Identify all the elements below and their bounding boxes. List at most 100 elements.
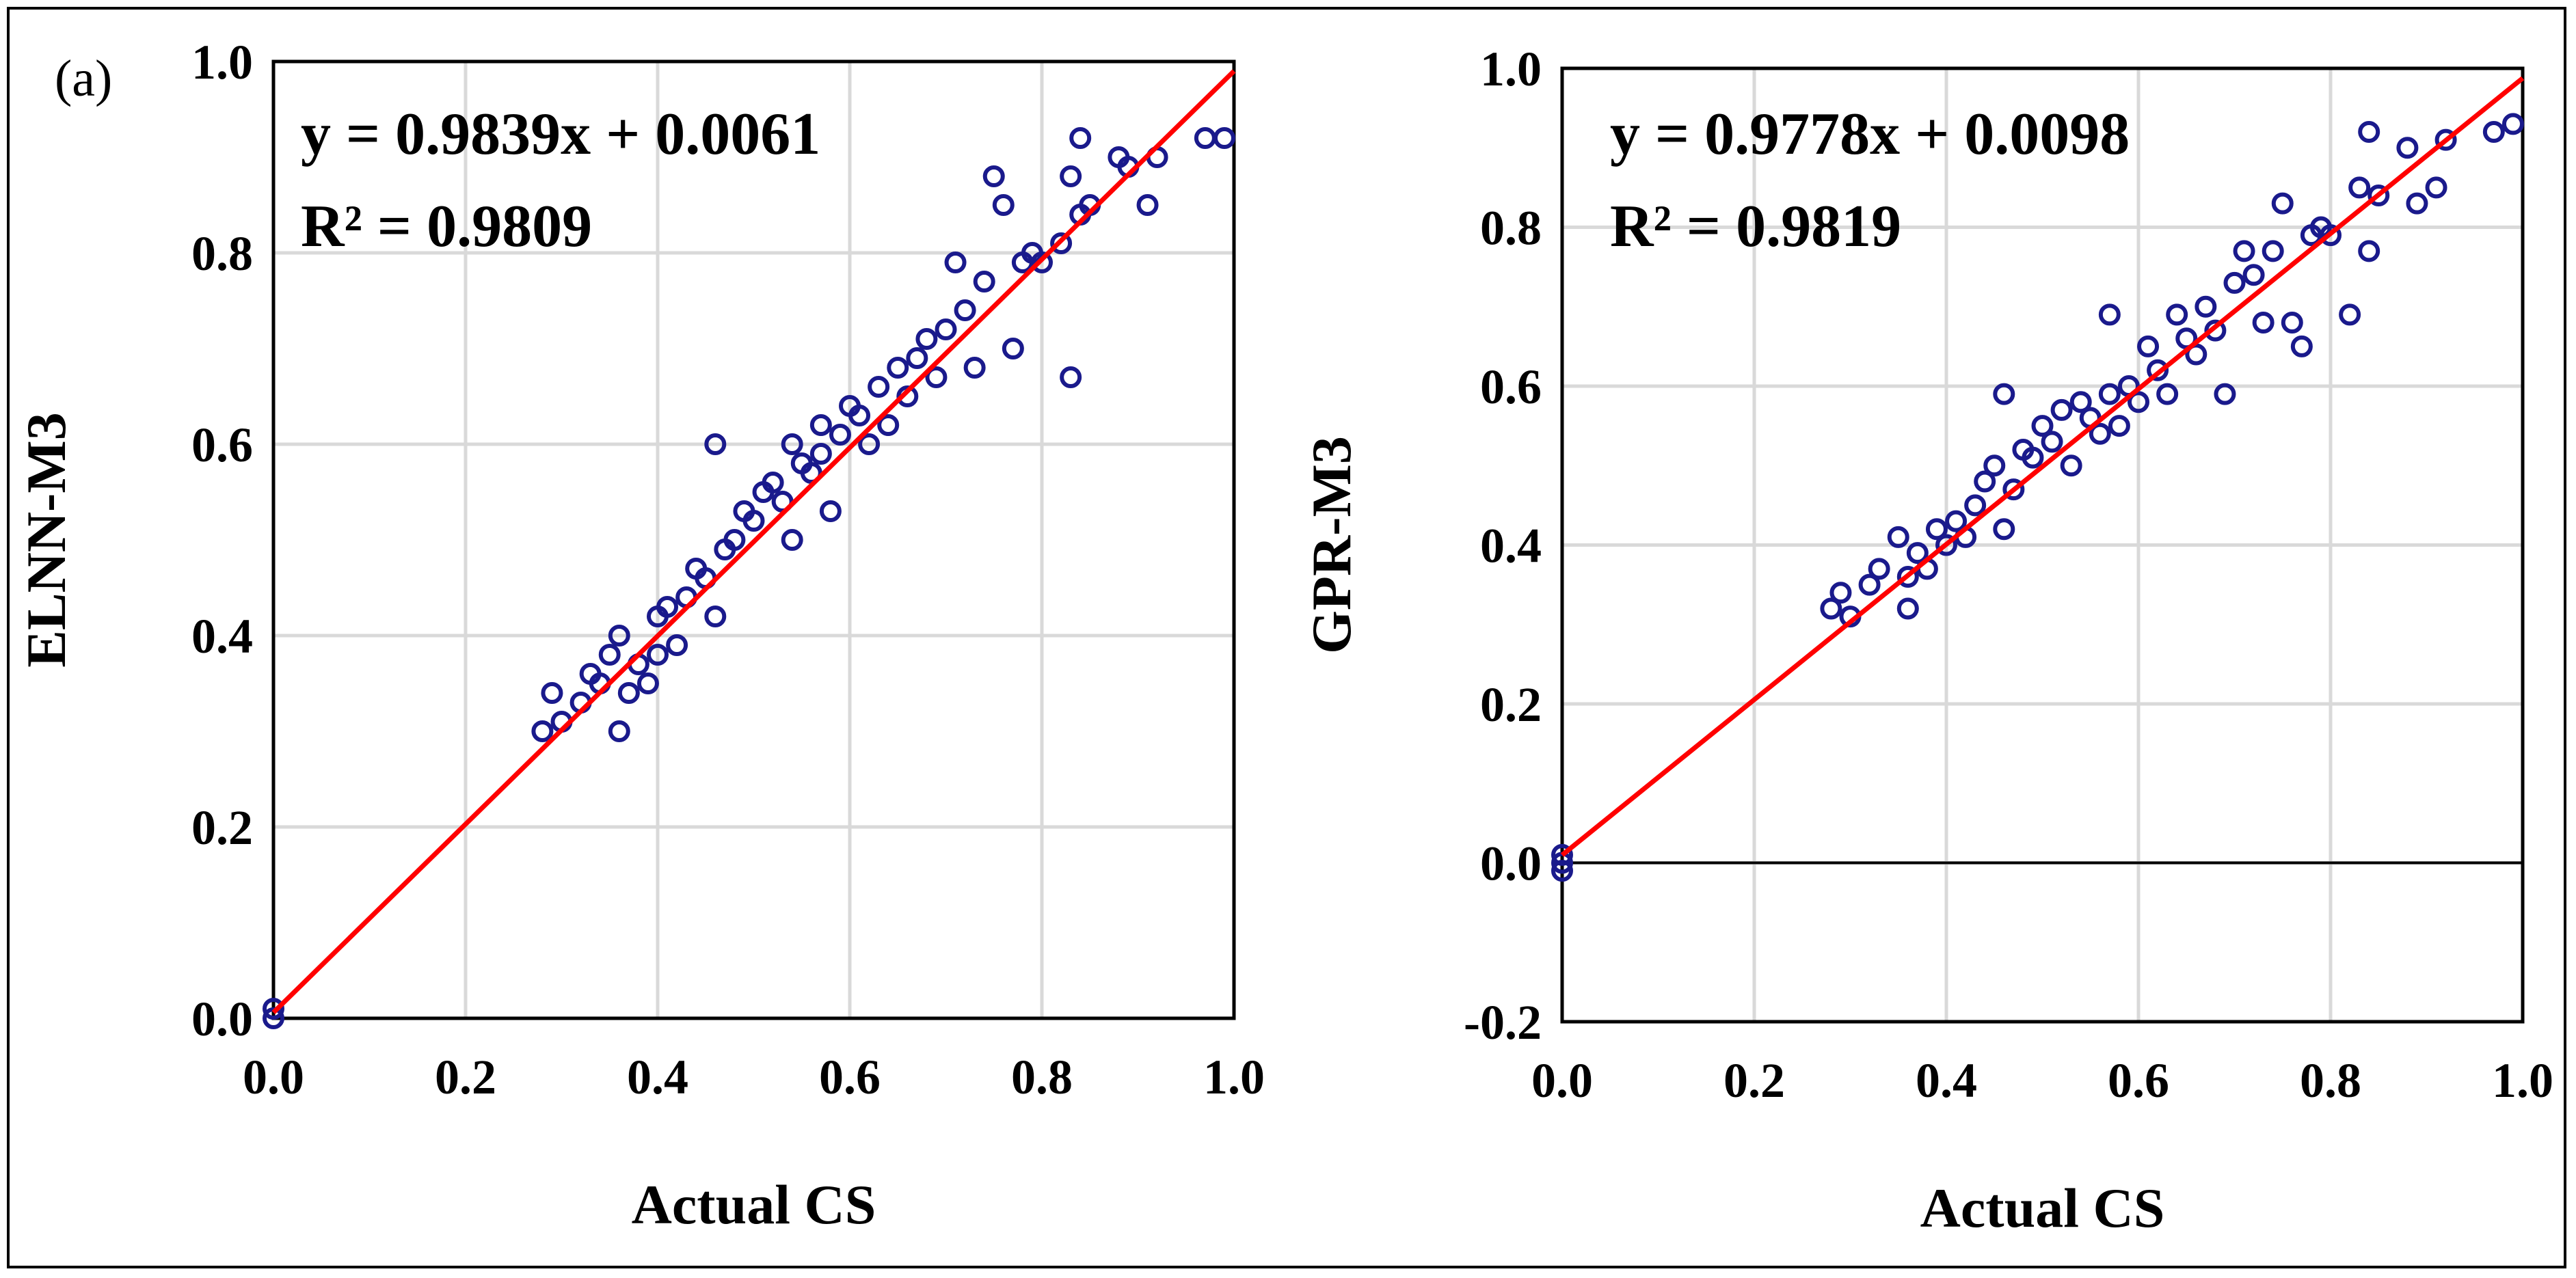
data-point [2204, 319, 2227, 342]
data-point [1896, 566, 1919, 588]
y-tick-label: 1.0 [191, 35, 253, 90]
y-axis-title: GPR-M3 [1300, 436, 1363, 654]
data-point [2348, 176, 2371, 199]
x-tick-label: 1.0 [1203, 1050, 1265, 1104]
data-point [2022, 446, 2044, 469]
data-point [1906, 542, 1929, 565]
data-point [2281, 312, 2303, 334]
data-point [925, 366, 948, 388]
data-point [2262, 240, 2284, 262]
y-tick-label: 0.0 [1480, 837, 1542, 891]
data-point [2185, 343, 2208, 366]
data-point [656, 596, 679, 618]
data-point [2195, 295, 2217, 318]
data-point [1050, 232, 1073, 254]
data-point [2339, 303, 2361, 326]
data-point [868, 376, 890, 398]
data-point [1896, 597, 1919, 620]
chart-gpr-m3: 0.0 0.2 0.4 0.6 0.8 1.0-0.20.00.20.40.60.81.0… [1300, 42, 2553, 1239]
x-tick-label: 0.2 [1723, 1053, 1785, 1108]
x-tick-label: 0.8 [1011, 1050, 1073, 1104]
data-point [1194, 127, 1216, 149]
data-point [1887, 526, 1909, 548]
data-point [819, 500, 842, 522]
data-point [973, 271, 995, 293]
data-point [742, 510, 765, 532]
x-tick-label: 0.8 [2300, 1053, 2361, 1108]
data-point [1974, 470, 1996, 493]
data-point [1551, 843, 1573, 866]
data-point [2069, 391, 2092, 413]
data-point [2396, 137, 2419, 159]
x-axis-title: Actual CS [1920, 1177, 2165, 1239]
data-point [906, 347, 928, 369]
data-point [2147, 359, 2169, 381]
y-tick-label: 0.0 [191, 992, 253, 1046]
data-point [2098, 383, 2121, 405]
data-point [2166, 303, 2188, 326]
data-point [809, 443, 832, 465]
data-point [531, 720, 554, 742]
data-point [2156, 383, 2179, 405]
data-point [2233, 240, 2255, 262]
data-point [1993, 518, 2015, 541]
y-tick-label: 0.6 [1480, 359, 1542, 414]
data-point [1002, 338, 1024, 359]
data-point [944, 251, 967, 273]
data-point [963, 357, 986, 379]
data-point [1935, 534, 1957, 556]
x-tick-label: 0.4 [1916, 1053, 1977, 1108]
x-tick-label: 1.0 [2492, 1053, 2553, 1108]
y-tick-label: 0.2 [1480, 677, 1542, 732]
data-point [858, 433, 881, 455]
data-point [2031, 415, 2054, 437]
x-tick-label: 0.0 [1531, 1053, 1593, 1108]
data-point [887, 357, 909, 379]
r-squared-label: R² = 0.9819 [1610, 193, 1901, 260]
data-point [2214, 383, 2236, 405]
x-tick-label: 0.2 [435, 1050, 496, 1104]
data-point [541, 682, 563, 704]
data-point [636, 672, 659, 694]
data-point [263, 998, 284, 1020]
data-point [2050, 398, 2073, 421]
panel-label: (a) [55, 50, 112, 107]
data-point [954, 299, 976, 321]
y-tick-label: 0.8 [191, 226, 253, 281]
data-point [992, 194, 1015, 216]
plot-area-border [1560, 66, 2525, 1024]
x-tick-label: 0.6 [2108, 1053, 2169, 1108]
regression-equation: y = 0.9778x + 0.0098 [1610, 101, 2130, 167]
data-point [848, 405, 871, 426]
data-point [598, 644, 621, 666]
x-tick-label: 0.0 [243, 1050, 304, 1104]
data-point [666, 634, 688, 656]
data-point [800, 462, 822, 484]
data-point [1868, 558, 1890, 580]
y-tick-label: 0.4 [1480, 519, 1542, 573]
y-tick-label: 1.0 [1480, 42, 1542, 96]
data-point [896, 385, 919, 407]
plot-area-border [271, 59, 1236, 1020]
data-point [2098, 303, 2121, 326]
data-point [781, 433, 803, 455]
data-point [2128, 391, 2149, 413]
y-tick-label: 0.2 [191, 800, 253, 855]
data-point [982, 165, 1005, 187]
trend-line [1560, 76, 2525, 857]
data-point [723, 529, 746, 551]
y-tick-label: 0.4 [191, 609, 253, 664]
data-point [915, 328, 938, 350]
data-point [1964, 494, 1987, 517]
data-point [877, 414, 900, 436]
data-point [2358, 240, 2380, 262]
data-point [2501, 113, 2524, 135]
data-point [2002, 478, 2025, 501]
x-tick-label: 0.6 [819, 1050, 881, 1104]
data-point [1136, 194, 1159, 216]
data-point [2406, 192, 2428, 215]
data-point [1983, 454, 2006, 477]
chart-elnn-m3: 0.0 0.2 0.4 0.6 0.8 1.0 0.0 0.2 0.4 0.6 0.8 1.0 Actu… [15, 35, 1265, 1236]
data-point [2290, 335, 2313, 357]
